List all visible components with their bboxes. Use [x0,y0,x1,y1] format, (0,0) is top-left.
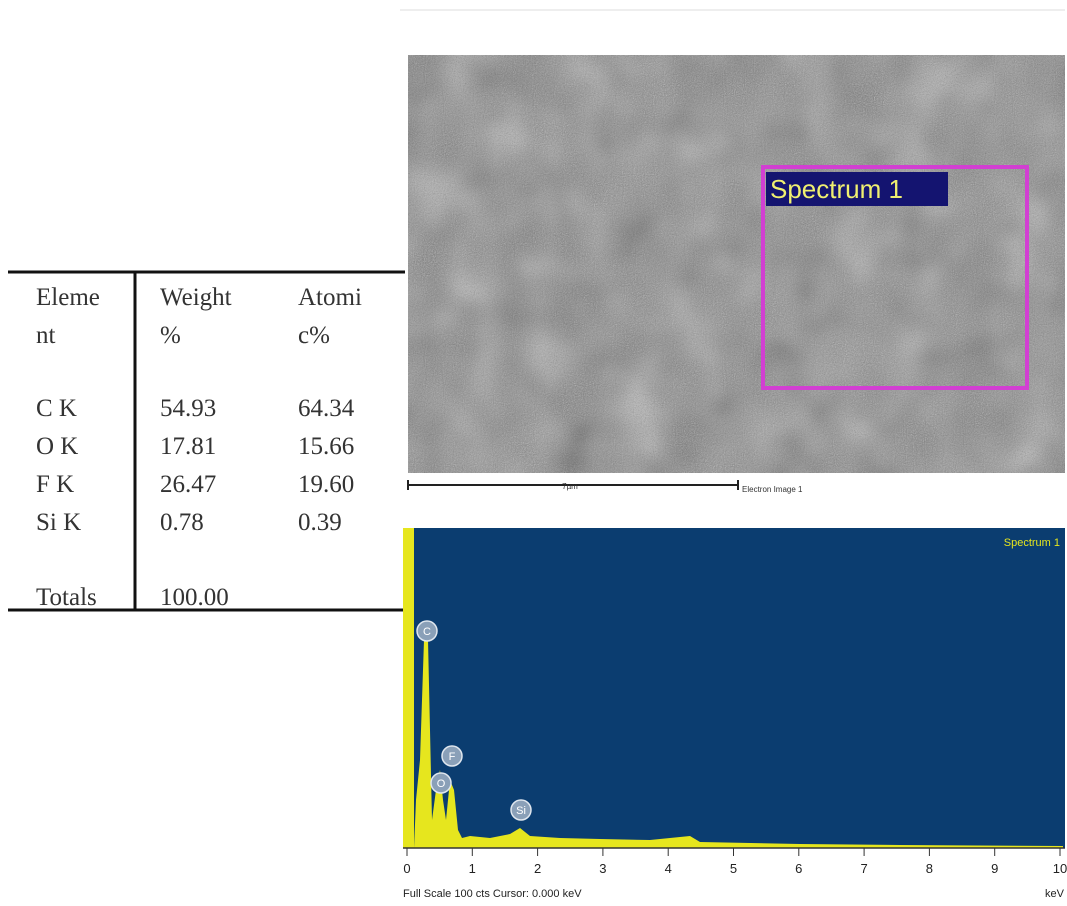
spectrum-footer: Full Scale 100 cts Cursor: 0.000 keV [403,888,582,900]
image-texture [408,55,1065,473]
table-cell: F K [36,471,74,498]
image-caption: Electron Image 1 [742,485,803,494]
table-cell: 19.60 [298,471,354,498]
spectrum-title: Spectrum 1 [1004,537,1060,549]
header-cell: % [160,322,181,349]
x-tick-label: 4 [665,861,672,876]
region-label: Spectrum 1 [770,174,903,204]
zero-peak [403,528,414,848]
x-unit: keV [1045,888,1065,900]
table-cell: Si K [36,509,81,536]
table-cell: 26.47 [160,471,216,498]
x-tick-label: 3 [599,861,606,876]
table-cell: O K [36,433,78,460]
x-tick-label: 0 [403,861,410,876]
electron-image: Spectrum 1 7µm Electron Image 1 [408,55,1065,494]
spectrum: Spectrum 1 Full Scale 100 cts Cursor: 0.… [403,528,1067,900]
table-cell: 0.39 [298,509,342,536]
totals-cell: Totals [36,584,97,611]
peak-label: C [423,626,431,638]
table-cell: 17.81 [160,433,216,460]
table-cell: 54.93 [160,395,216,422]
peak-label: F [449,751,456,763]
x-tick-label: 1 [469,861,476,876]
x-tick-label: 10 [1053,861,1067,876]
peak-label: Si [516,805,526,817]
header-cell: Weight [160,284,232,311]
x-tick-label: 8 [926,861,933,876]
peak-label: O [437,778,446,790]
table-cell: 15.66 [298,433,354,460]
table-cell: 64.34 [298,395,355,422]
page: Eleme nt Weight% Atomi c% C K 54.93 64.34 O K 17.… [0,0,1067,906]
x-tick-label: 2 [534,861,541,876]
header-cell: Eleme [36,284,100,311]
scale-label: 7µm [562,482,578,491]
table-cell: C K [36,395,77,422]
table-cell: 0.78 [160,509,204,536]
totals-cell: 100.00 [160,584,229,611]
x-tick-label: 5 [730,861,737,876]
table: Eleme nt Weight% Atomi c% C K 54.93 64.34 O K 17.… [8,272,405,611]
spectrum-panel [403,528,1065,848]
header-cell: c% [298,322,330,349]
header-cell: nt [36,322,56,349]
x-tick-label: 6 [795,861,802,876]
x-tick-label: 9 [991,861,998,876]
x-tick-label: 7 [860,861,867,876]
header-cell: Atomi [298,284,362,311]
